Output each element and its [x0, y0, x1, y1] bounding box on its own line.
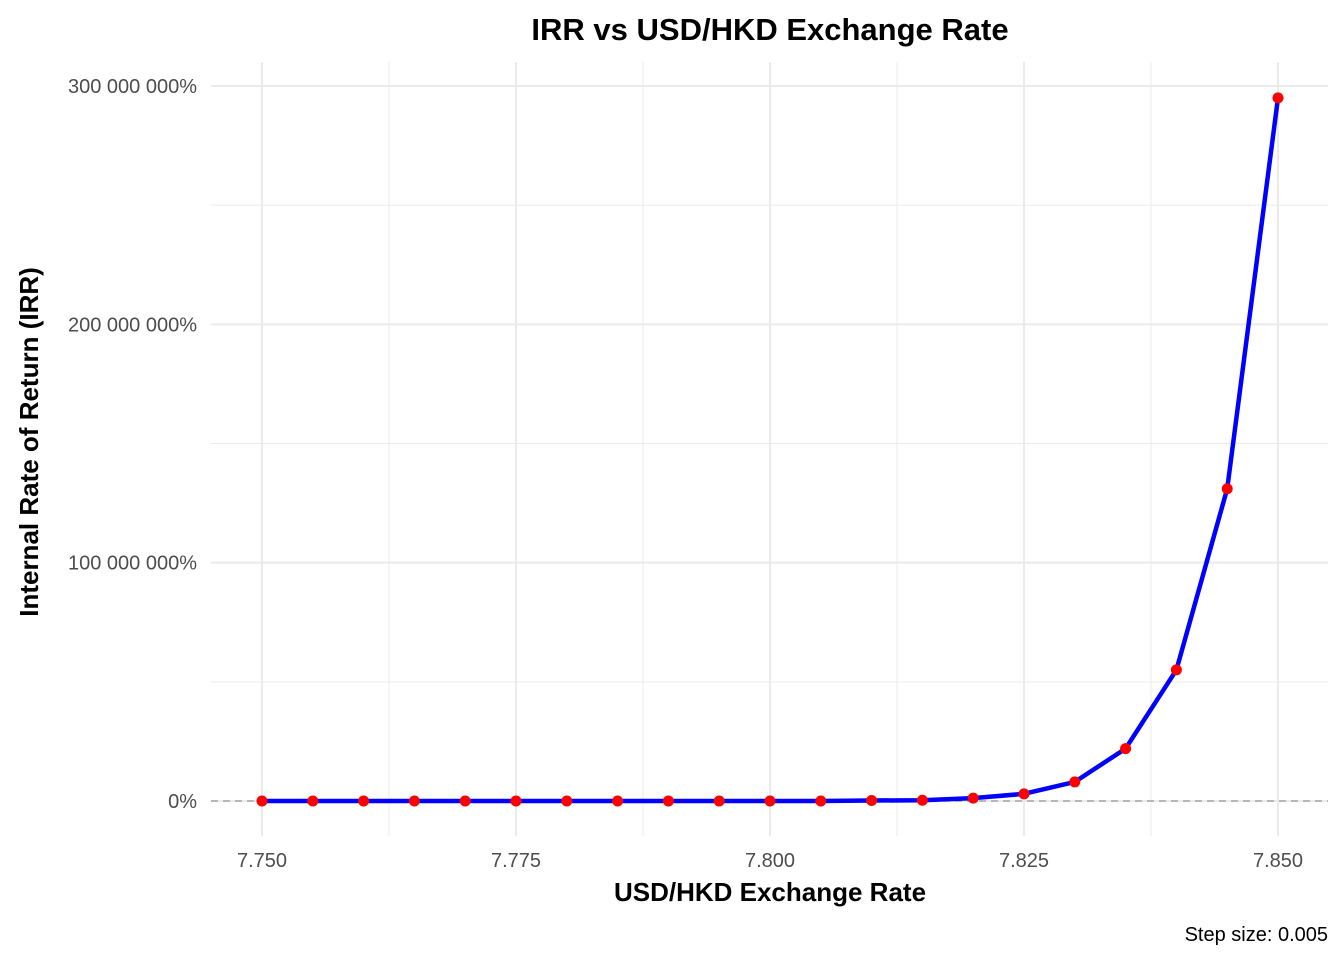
data-point	[866, 795, 878, 807]
data-point	[967, 792, 979, 804]
data-point	[815, 795, 827, 807]
data-point	[1221, 483, 1233, 495]
data-point	[307, 795, 319, 807]
chart-title: IRR vs USD/HKD Exchange Rate	[531, 12, 1008, 47]
data-point	[662, 795, 674, 807]
x-tick-label: 7.800	[745, 850, 795, 872]
y-tick-label: 0%	[168, 791, 197, 813]
y-axis-ticks: 0% 100 000 000% 200 000 000% 300 000 000%	[68, 76, 197, 813]
chart-caption: Step size: 0.005	[1185, 924, 1328, 946]
data-point	[1018, 788, 1030, 800]
data-point	[1170, 664, 1182, 676]
data-point	[358, 795, 370, 807]
data-point	[510, 795, 522, 807]
data-point	[1069, 776, 1081, 788]
data-point	[612, 795, 624, 807]
x-axis-title: USD/HKD Exchange Rate	[614, 877, 926, 907]
data-point	[256, 795, 268, 807]
data-point	[1272, 92, 1284, 104]
data-point	[713, 795, 725, 807]
data-point	[1120, 743, 1132, 755]
data-point	[561, 795, 573, 807]
y-axis-title: Internal Rate of Return (IRR)	[14, 267, 44, 617]
data-point	[916, 794, 928, 806]
data-point	[459, 795, 471, 807]
y-tick-label: 200 000 000%	[68, 314, 197, 336]
irr-points	[256, 92, 1284, 807]
x-axis-ticks: 7.750 7.775 7.800 7.825 7.850	[237, 850, 1303, 872]
x-tick-label: 7.850	[1253, 850, 1303, 872]
y-tick-label: 100 000 000%	[68, 553, 197, 575]
grid	[211, 62, 1328, 836]
x-tick-label: 7.750	[237, 850, 287, 872]
data-point	[764, 795, 776, 807]
data-point	[408, 795, 420, 807]
y-tick-label: 300 000 000%	[68, 76, 197, 98]
x-tick-label: 7.775	[491, 850, 541, 872]
x-tick-label: 7.825	[999, 850, 1049, 872]
